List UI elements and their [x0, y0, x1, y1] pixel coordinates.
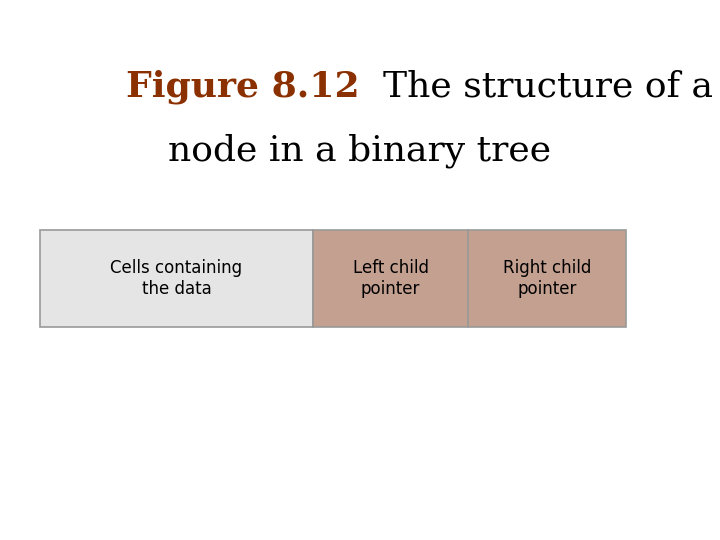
Bar — [468, 230, 626, 327]
Bar — [313, 230, 468, 327]
Text: Left child
pointer: Left child pointer — [353, 259, 428, 298]
Text: node in a binary tree: node in a binary tree — [168, 134, 552, 168]
Text: Figure 8.12: Figure 8.12 — [127, 69, 360, 104]
Bar — [40, 230, 313, 327]
Text: The structure of a: The structure of a — [360, 70, 713, 103]
Text: Cells containing
the data: Cells containing the data — [110, 259, 243, 298]
Text: Right child
pointer: Right child pointer — [503, 259, 591, 298]
